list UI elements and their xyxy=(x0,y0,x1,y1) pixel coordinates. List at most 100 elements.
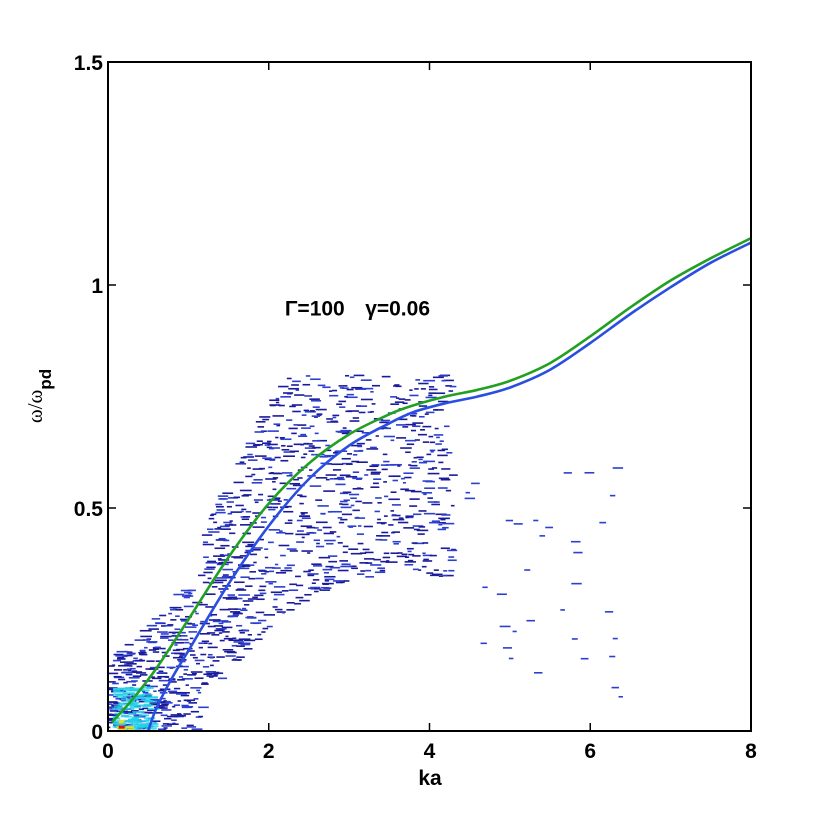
cloud-dash xyxy=(300,443,304,446)
cloud-dash xyxy=(229,615,239,618)
cloud-dash xyxy=(214,579,227,582)
cloud-dash xyxy=(129,653,135,655)
cloud-dash xyxy=(360,570,366,572)
cloud-dash xyxy=(401,553,408,556)
cloud-dash xyxy=(437,454,448,457)
cloud-dash xyxy=(344,374,350,377)
cloud-dash xyxy=(280,396,292,398)
cloud-dash xyxy=(423,558,429,561)
cloud-dash xyxy=(443,379,454,382)
cloud-dash xyxy=(216,656,225,658)
cloud-dash xyxy=(179,654,186,656)
hotspot-dash xyxy=(145,700,154,703)
cloud-dash xyxy=(309,425,315,428)
cloud-dash xyxy=(181,678,193,680)
cloud-dash xyxy=(386,560,390,562)
cloud-dash xyxy=(402,402,408,405)
hotspot-dash xyxy=(119,725,132,728)
cloud-dash xyxy=(242,600,254,602)
cloud-dash xyxy=(170,619,177,621)
cloud-dash xyxy=(356,478,362,480)
cloud-dash xyxy=(563,472,572,474)
cloud-dash xyxy=(214,547,226,550)
cloud-dash xyxy=(499,625,511,628)
cloud-dash xyxy=(441,379,446,382)
cloud-dash xyxy=(405,516,414,519)
cloud-dash xyxy=(415,379,421,381)
cloud-dash xyxy=(436,436,440,439)
cloud-dash xyxy=(437,400,449,403)
cloud-dash xyxy=(418,461,428,464)
cloud-dash xyxy=(185,684,189,686)
cloud-dash xyxy=(113,675,122,678)
cloud-dash xyxy=(136,665,143,668)
cloud-dash xyxy=(162,723,169,725)
cloud-dash xyxy=(428,468,434,470)
cloud-dash xyxy=(316,414,322,417)
cloud-dash xyxy=(412,525,424,527)
hotspot-dash xyxy=(134,696,143,699)
cloud-dash xyxy=(304,395,313,397)
cloud-dash xyxy=(287,519,293,522)
cloud-dash xyxy=(274,497,281,499)
cloud-dash xyxy=(146,624,158,627)
cloud-dash xyxy=(584,471,595,474)
cloud-dash xyxy=(322,386,331,389)
cloud-dash xyxy=(215,539,227,541)
cloud-dash xyxy=(196,662,201,665)
cloud-dash xyxy=(318,556,331,559)
cloud-dash xyxy=(437,487,448,489)
cloud-dash xyxy=(160,701,165,703)
cloud-dash xyxy=(280,569,293,572)
hotspot-dash xyxy=(125,726,131,729)
cloud-dash xyxy=(292,410,301,413)
y-tick-label: 1.5 xyxy=(74,52,104,75)
cloud-dash xyxy=(356,533,364,535)
cloud-dash xyxy=(447,559,457,562)
cloud-dash xyxy=(269,404,281,406)
cloud-dash xyxy=(245,616,257,619)
cloud-dash xyxy=(207,528,214,531)
cloud-dash xyxy=(309,410,315,412)
cloud-dash xyxy=(395,397,400,399)
cloud-dash xyxy=(213,555,225,557)
cloud-dash xyxy=(340,565,353,568)
cloud-dash xyxy=(240,643,251,646)
cloud-dash xyxy=(173,704,180,706)
cloud-dash xyxy=(253,499,263,501)
cloud-dash xyxy=(111,704,120,706)
cloud-dash xyxy=(267,495,276,498)
cloud-dash xyxy=(144,646,148,649)
cloud-dash xyxy=(310,378,321,381)
cloud-dash xyxy=(422,552,426,555)
cloud-dash xyxy=(315,408,327,411)
cloud-dash xyxy=(286,548,297,550)
cloud-dash xyxy=(220,498,226,500)
cloud-dash xyxy=(210,664,214,667)
cloud-dash xyxy=(198,706,209,709)
cloud-dash xyxy=(108,688,113,691)
cloud-dash xyxy=(263,614,276,616)
cloud-dash xyxy=(324,578,335,581)
cloud-dash xyxy=(186,724,194,727)
cloud-dash xyxy=(108,687,118,689)
cloud-dash xyxy=(201,682,208,684)
cloud-dash xyxy=(409,394,419,397)
cloud-dash xyxy=(362,548,370,551)
cloud-dash xyxy=(351,567,358,570)
cloud-dash xyxy=(335,483,346,486)
cloud-dash xyxy=(443,425,450,428)
cloud-dash xyxy=(423,493,427,496)
cloud-dash xyxy=(245,510,252,513)
cloud-dash xyxy=(206,672,216,675)
cloud-dash xyxy=(405,451,411,454)
cloud-dash xyxy=(418,569,422,571)
cloud-dash xyxy=(113,695,118,698)
cloud-dash xyxy=(343,499,350,502)
cloud-dash xyxy=(258,589,266,592)
cloud-dash xyxy=(259,538,264,541)
cloud-dash xyxy=(272,488,277,491)
cloud-dash xyxy=(133,714,142,716)
cloud-dash xyxy=(244,551,249,554)
cloud-dash xyxy=(508,657,514,660)
